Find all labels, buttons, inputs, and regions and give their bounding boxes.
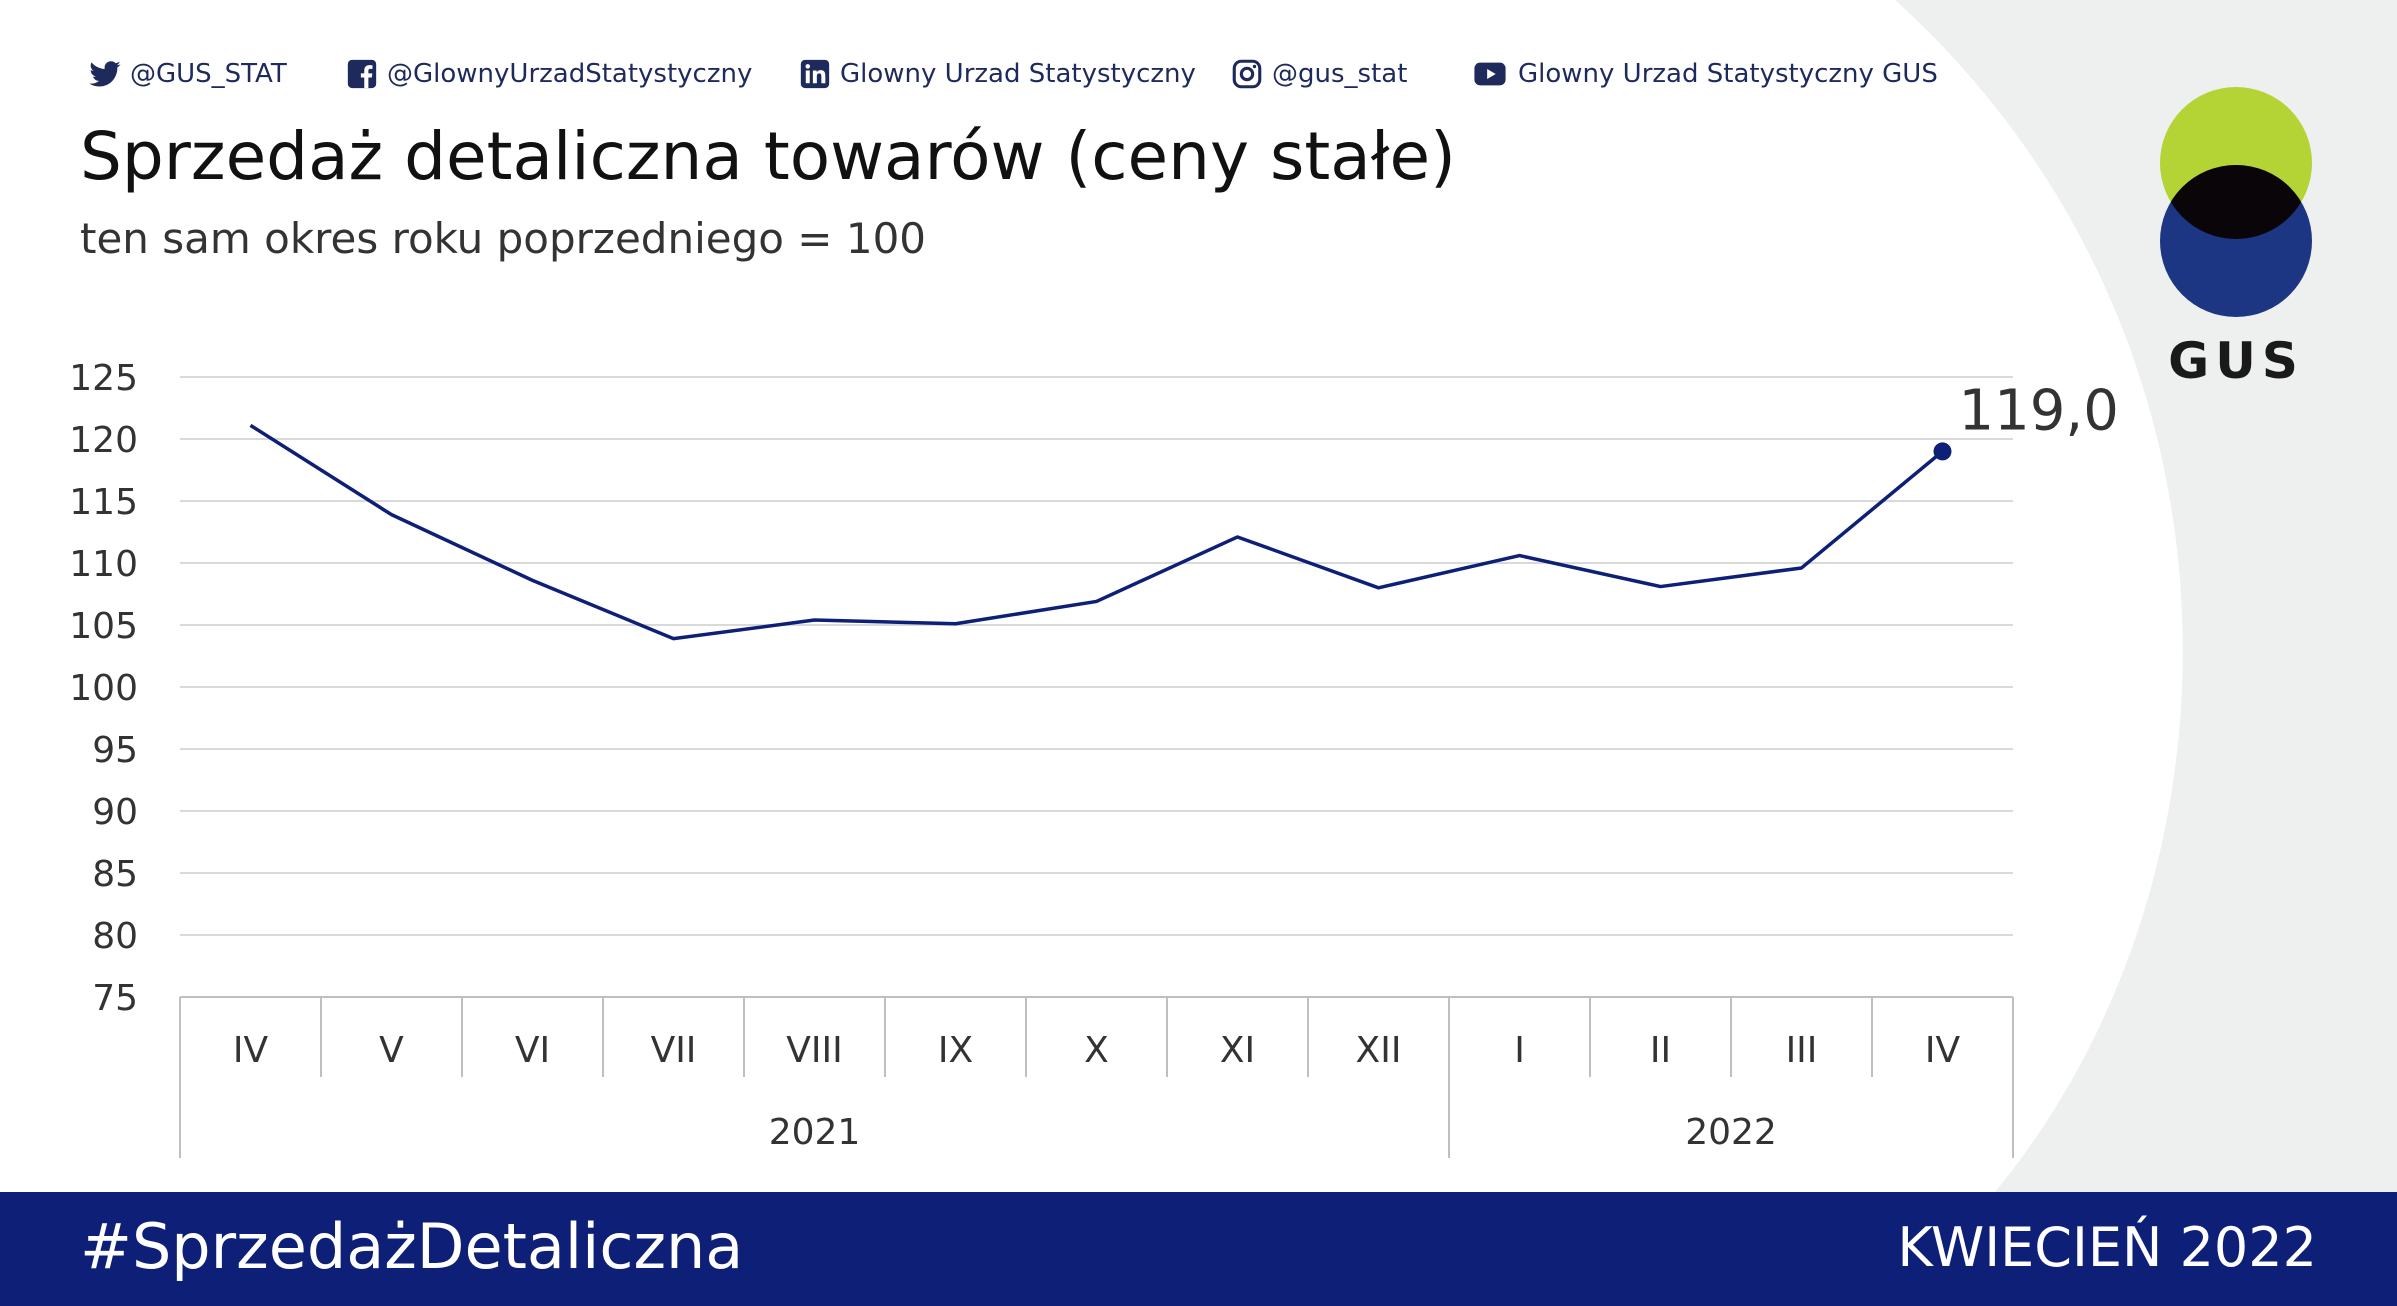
social-link-youtube[interactable]: Glowny Urzad Statystyczny GUS [1470,52,1938,96]
x-tick-label: II [1650,1030,1671,1071]
x-tick-label: VII [651,1030,697,1071]
logo-text: GUS [2168,332,2304,390]
gus-logo: GUS [2160,87,2312,390]
y-tick-label: 110 [69,544,138,585]
y-tick-label: 125 [69,358,138,399]
year-label: 2021 [769,1112,861,1153]
line-chart: 125 120 115 110 105 100 95 90 85 80 75 IV V VI VII VIII… [69,358,2119,1158]
chart-title: Sprzedaż detaliczna towarów (ceny stałe) [80,118,1456,195]
twitter-icon [89,61,121,87]
social-label-youtube: Glowny Urzad Statystyczny GUS [1518,59,1938,89]
social-link-instagram[interactable]: @gus_stat [1230,52,1407,96]
x-tick-label: I [1514,1030,1525,1071]
social-link-twitter[interactable]: @GUS_STAT [88,52,287,96]
social-label-instagram: @gus_stat [1272,59,1408,89]
social-link-linkedin[interactable]: Glowny Urzad Statystyczny [798,52,1196,96]
social-label-twitter: @GUS_STAT [130,59,287,89]
x-tick-label: XII [1356,1030,1402,1071]
y-tick-label: 120 [69,420,138,461]
footer-bar: #SprzedażDetaliczna KWIECIEŃ 2022 [0,1192,2397,1306]
x-tick-label: IV [233,1030,269,1071]
logo-overlap [2160,165,2312,239]
y-tick-label: 95 [92,730,138,771]
x-tick-label: X [1084,1030,1109,1071]
chart-subtitle: ten sam okres roku poprzedniego = 100 [80,214,927,263]
linkedin-icon [800,59,830,89]
y-tick-label: 90 [92,792,138,833]
y-tick-label: 105 [69,606,138,647]
period-label: KWIECIEŃ 2022 [1897,1216,2317,1279]
x-tick-label: IX [938,1030,973,1071]
x-tick-label: XI [1220,1030,1255,1071]
instagram-icon [1232,59,1262,89]
social-link-facebook[interactable]: @GlownyUrzadStatystyczny [345,52,752,96]
x-tick-label: III [1786,1030,1818,1071]
last-value-label: 119,0 [1959,378,2119,443]
x-tick-label: V [379,1030,404,1071]
social-label-linkedin: Glowny Urzad Statystyczny [840,59,1196,89]
y-tick-label: 100 [69,668,138,709]
x-tick-label: IV [1925,1030,1961,1071]
series-line [249,423,1944,641]
x-tick-label: VIII [786,1030,842,1071]
y-tick-label: 80 [92,916,138,957]
facebook-icon [347,59,377,89]
y-tick-label: 115 [69,482,138,523]
hashtag-label[interactable]: #SprzedażDetaliczna [80,1210,744,1283]
x-tick-label: VI [515,1030,550,1071]
youtube-icon [1474,62,1506,86]
last-data-point [1933,442,1952,461]
social-label-facebook: @GlownyUrzadStatystyczny [387,59,753,89]
y-tick-label: 75 [92,978,138,1019]
y-tick-label: 85 [92,854,138,895]
year-label: 2022 [1685,1112,1777,1153]
